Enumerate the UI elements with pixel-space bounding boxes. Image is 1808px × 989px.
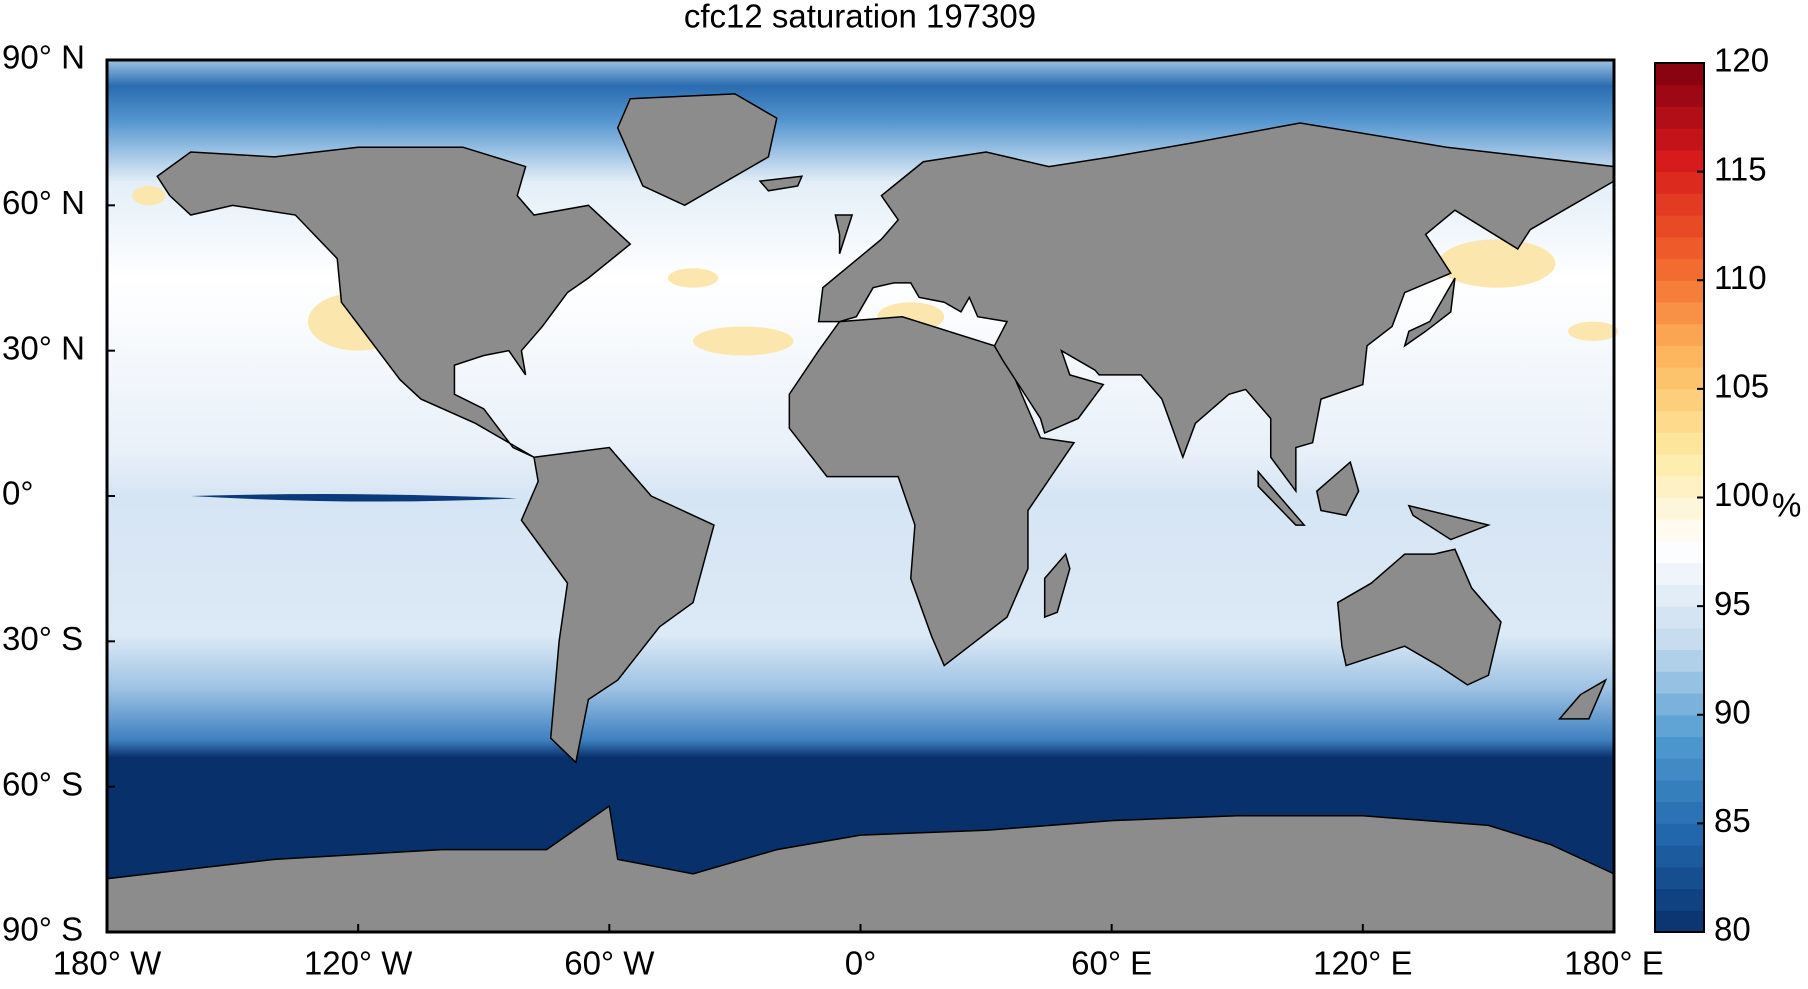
land xyxy=(1403,277,1456,348)
colorbar-segment xyxy=(1655,845,1704,868)
x-tick-label: 60° E xyxy=(1071,945,1152,982)
land xyxy=(156,146,632,458)
x-tick-label: 180° E xyxy=(1564,945,1663,982)
ocean-feature xyxy=(1567,321,1619,341)
colorbar-segment xyxy=(1655,258,1704,281)
colorbar-segment xyxy=(1655,627,1704,651)
colorbar-segment xyxy=(1655,519,1704,542)
colorbar-tick-label: 120 xyxy=(1714,42,1769,79)
colorbar-segment xyxy=(1655,801,1704,824)
colorbar-segment xyxy=(1655,367,1704,390)
x-tick-label: 0° xyxy=(845,945,877,982)
colorbar-segment xyxy=(1655,649,1704,672)
y-tick-label: 30° S xyxy=(2,620,83,657)
colorbar-segment xyxy=(1655,497,1704,520)
colorbar-segment xyxy=(1655,432,1704,455)
colorbar-segment xyxy=(1655,888,1704,911)
colorbar-segment xyxy=(1655,84,1704,107)
ocean-feature xyxy=(693,326,794,356)
colorbar-segment xyxy=(1655,128,1704,151)
colorbar-segment xyxy=(1655,562,1704,585)
colorbar-tick-label: 85 xyxy=(1714,802,1751,839)
y-tick-label: 30° N xyxy=(2,329,85,366)
colorbar-segment xyxy=(1655,758,1704,781)
colorbar-segment xyxy=(1655,345,1704,368)
ocean-feature xyxy=(132,185,166,206)
ocean-feature xyxy=(1438,239,1556,288)
land xyxy=(1043,552,1071,619)
ocean-feature xyxy=(190,494,518,502)
colorbar-segment xyxy=(1655,866,1704,890)
colorbar-segment xyxy=(1655,106,1704,129)
colorbar-segment xyxy=(1655,454,1704,477)
land xyxy=(1407,504,1491,541)
colorbar-segment xyxy=(1655,236,1704,260)
colorbar-tick-label: 90 xyxy=(1714,693,1751,730)
colorbar-segment xyxy=(1655,714,1704,737)
land xyxy=(834,214,854,255)
colorbar-segment xyxy=(1655,215,1704,238)
x-tick-label: 60° W xyxy=(564,945,655,982)
y-tick-label: 0° xyxy=(2,475,34,512)
colorbar-segment xyxy=(1655,388,1704,412)
y-tick-label: 60° S xyxy=(2,765,83,802)
colorbar-segment xyxy=(1655,910,1704,933)
colorbar-segment xyxy=(1655,63,1704,86)
land xyxy=(106,804,1615,933)
land xyxy=(1557,678,1608,720)
land xyxy=(520,446,715,764)
colorbar-tick-label: 80 xyxy=(1714,911,1751,948)
y-tick-label: 60° N xyxy=(2,184,85,221)
land xyxy=(788,315,1076,667)
colorbar-segment xyxy=(1655,736,1704,759)
colorbar-segment xyxy=(1655,693,1704,716)
colorbar-segment xyxy=(1655,475,1704,498)
colorbar-segment xyxy=(1655,584,1704,607)
colorbar-segment xyxy=(1655,149,1704,173)
ocean-feature xyxy=(667,268,719,288)
colorbar-segment xyxy=(1655,301,1704,325)
x-tick-label: 180° W xyxy=(53,945,162,982)
colorbar-segment xyxy=(1655,779,1704,803)
colorbar: 80 85 90 95 100 105 110 115 120% xyxy=(1654,42,1801,948)
colorbar-tick-label: 95 xyxy=(1714,585,1751,622)
colorbar-tick-label: 115 xyxy=(1714,150,1767,187)
colorbar-tick-label: 105 xyxy=(1714,368,1769,405)
map-title: cfc12 saturation 197309 xyxy=(684,0,1036,35)
colorbar-label: % xyxy=(1772,487,1801,524)
colorbar-segment xyxy=(1655,410,1704,433)
colorbar-segment xyxy=(1655,540,1704,564)
colorbar-segment xyxy=(1655,280,1704,303)
colorbar-segment xyxy=(1655,193,1704,216)
land xyxy=(1257,469,1306,526)
colorbar-segment xyxy=(1655,671,1704,694)
colorbar-segment xyxy=(1655,606,1704,629)
y-tick-label: 90° S xyxy=(2,911,83,948)
land xyxy=(1315,460,1360,517)
colorbar-segment xyxy=(1655,323,1704,346)
colorbar-tick-label: 100 xyxy=(1714,476,1769,513)
land xyxy=(1336,548,1502,686)
land xyxy=(817,122,1615,494)
x-tick-label: 120° E xyxy=(1313,945,1412,982)
y-tick-label: 90° N xyxy=(2,39,85,76)
land xyxy=(758,175,804,192)
colorbar-segment xyxy=(1655,171,1704,194)
x-tick-label: 120° W xyxy=(304,945,413,982)
land xyxy=(616,93,778,207)
colorbar-tick-label: 110 xyxy=(1714,259,1767,296)
colorbar-segment xyxy=(1655,823,1704,846)
